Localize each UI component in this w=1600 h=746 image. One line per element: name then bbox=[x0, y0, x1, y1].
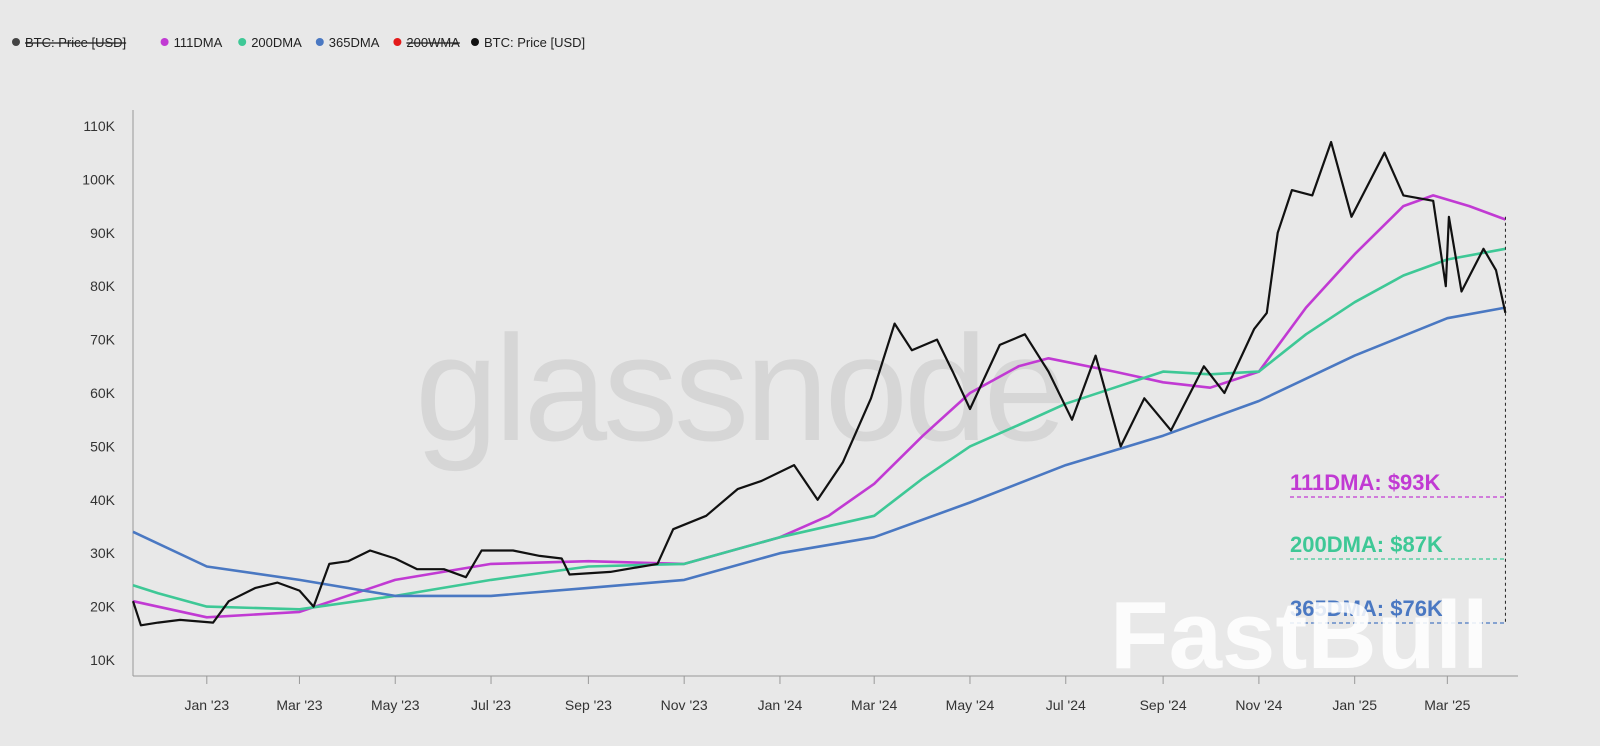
series-line-3 bbox=[131, 140, 1507, 627]
legend-marker-5 bbox=[471, 38, 479, 46]
x-tick-label: Jul '23 bbox=[471, 697, 511, 713]
legend-label-5[interactable]: BTC: Price [USD] bbox=[484, 35, 585, 50]
x-tick-label: May '23 bbox=[371, 697, 420, 713]
y-tick-label: 60K bbox=[90, 385, 116, 401]
y-tick-label: 10K bbox=[90, 652, 116, 668]
y-tick-label: 50K bbox=[90, 438, 116, 454]
x-tick-label: Jan '23 bbox=[184, 697, 229, 713]
legend-marker-0 bbox=[12, 38, 20, 46]
x-tick-label: Jan '24 bbox=[758, 697, 803, 713]
x-tick-label: Jan '25 bbox=[1332, 697, 1377, 713]
annotation-label-2: 365DMA: $76K bbox=[1290, 596, 1443, 621]
y-tick-label: 110K bbox=[83, 118, 115, 134]
legend-marker-3 bbox=[315, 38, 324, 46]
y-tick-label: 80K bbox=[90, 278, 116, 294]
watermark-glassnode: glassnode bbox=[415, 304, 1063, 472]
series-line-0 bbox=[132, 194, 1506, 619]
watermark-fastbull: FastBull bbox=[1110, 582, 1489, 689]
x-tick-label: Sep '24 bbox=[1140, 697, 1187, 713]
x-tick-label: Nov '24 bbox=[1235, 697, 1282, 713]
x-tick-label: Mar '25 bbox=[1424, 697, 1470, 713]
series-group bbox=[131, 140, 1507, 627]
y-tick-label: 90K bbox=[90, 225, 116, 241]
watermark-front: FastBull bbox=[1110, 582, 1489, 689]
x-tick-label: Nov '23 bbox=[661, 697, 708, 713]
y-tick-label: 30K bbox=[90, 545, 116, 561]
annotation-label-0: 111DMA: $93K bbox=[1290, 470, 1441, 495]
legend: BTC: Price [USD] 111DMA 200DMA 365DMA 200WMA… bbox=[12, 35, 585, 50]
x-tick-label: May '24 bbox=[946, 697, 995, 713]
y-tick-label: 100K bbox=[82, 171, 115, 187]
legend-label-2[interactable]: 200DMA bbox=[251, 35, 302, 50]
y-tick-label: 40K bbox=[90, 492, 116, 508]
legend-label-1[interactable]: 111DMA bbox=[174, 35, 223, 50]
y-tick-label: 20K bbox=[90, 599, 116, 615]
legend-marker-4 bbox=[393, 38, 402, 46]
watermark-back: glassnode bbox=[415, 304, 1067, 472]
series-line-1 bbox=[132, 247, 1506, 611]
legend-label-4[interactable]: 200WMA bbox=[406, 35, 460, 50]
annotations: 111DMA: $93K 200DMA: $87K 365DMA: $76K bbox=[1290, 216, 1506, 624]
legend-label-0[interactable]: BTC: Price [USD] bbox=[25, 35, 126, 50]
series-line-2 bbox=[132, 306, 1506, 598]
legend-marker-2 bbox=[238, 38, 247, 46]
y-tick-label: 70K bbox=[90, 332, 116, 348]
legend-label-3[interactable]: 365DMA bbox=[329, 35, 380, 50]
x-tick-label: Jul '24 bbox=[1046, 697, 1086, 713]
axes: 10K 20K 30K 40K 50K 60K 70K 80K 90K 100K 110K Jan '… bbox=[82, 110, 1518, 713]
x-tick-label: Sep '23 bbox=[565, 697, 612, 713]
x-tick-label: Mar '24 bbox=[851, 697, 897, 713]
annotation-label-1: 200DMA: $87K bbox=[1290, 532, 1443, 557]
legend-marker-1 bbox=[160, 38, 169, 46]
x-tick-label: Mar '23 bbox=[276, 697, 322, 713]
